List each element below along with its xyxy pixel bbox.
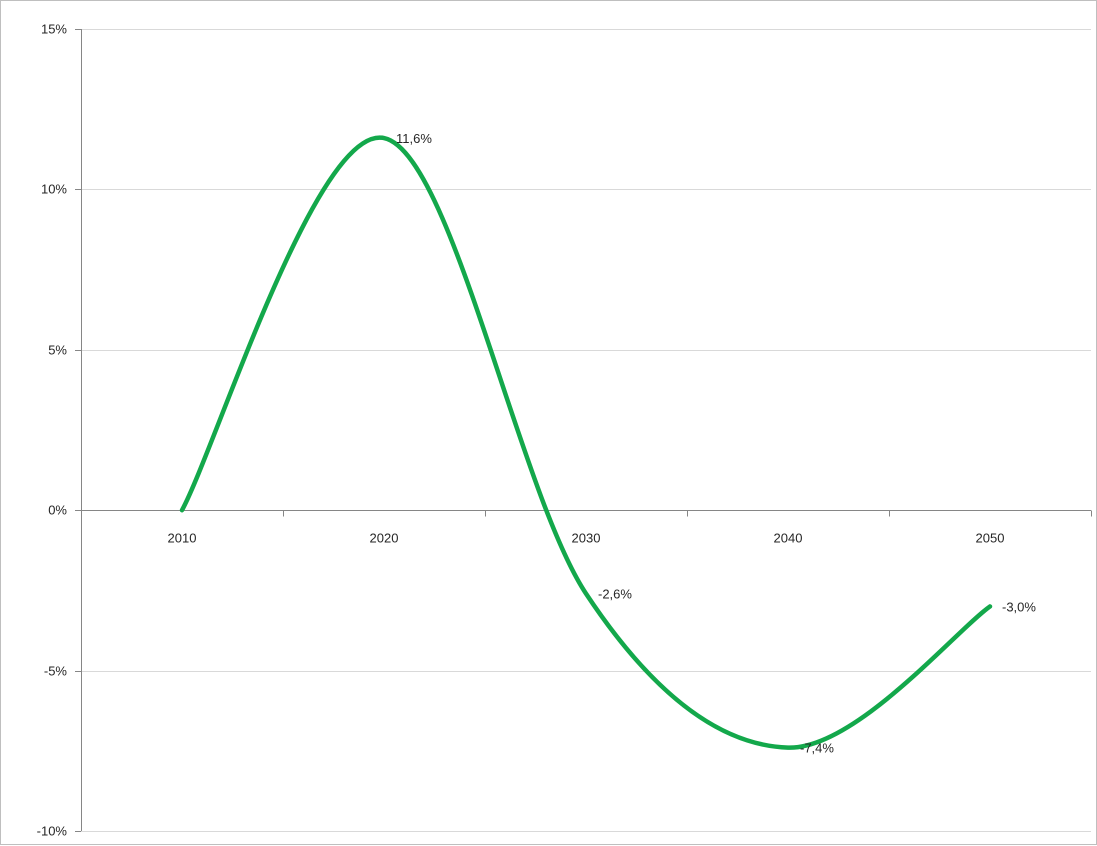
x-tick-label: 2040: [774, 531, 803, 546]
data-label: -2,6%: [598, 587, 632, 602]
data-labels: 11,6% -2,6% -7,4% -3,0%: [396, 131, 1036, 756]
y-tick-label: 15%: [41, 22, 67, 37]
y-tick-label: -5%: [44, 664, 68, 679]
y-tick-labels: 15% 10% 5% 0% -5% -10%: [37, 22, 68, 839]
y-tick-label: 5%: [48, 343, 67, 358]
series-line: [179, 135, 993, 750]
data-label: 11,6%: [396, 131, 432, 146]
x-tick-label: 2020: [370, 531, 399, 546]
x-tick-label: 2050: [976, 531, 1005, 546]
y-tick-label: 10%: [41, 182, 67, 197]
gridlines: [81, 29, 1091, 832]
x-tick-label: 2030: [572, 531, 601, 546]
series-layer: [179, 135, 993, 750]
x-tick-label: 2010: [168, 531, 197, 546]
axes: [75, 29, 1092, 832]
data-label: -3,0%: [1002, 599, 1036, 614]
data-label: -7,4%: [800, 741, 834, 756]
x-tick-labels: 2010 2020 2030 2040 2050: [168, 531, 1005, 546]
y-tick-label: -10%: [37, 824, 68, 839]
y-tick-label: 0%: [48, 503, 67, 518]
